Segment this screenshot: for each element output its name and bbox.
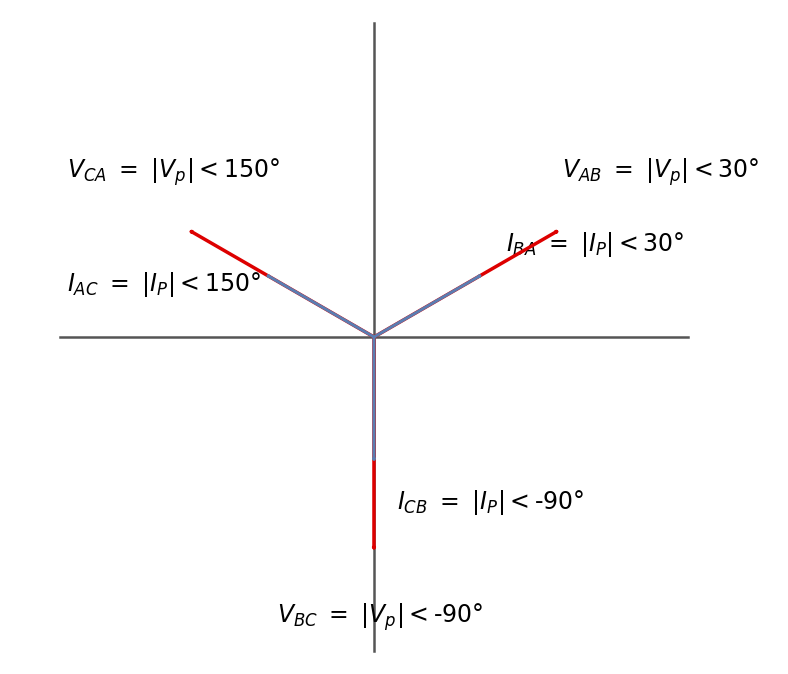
Text: $I_{BA}$ $=$ $|I_P|$$<$30$°$: $I_{BA}$ $=$ $|I_P|$$<$30$°$ [506, 230, 685, 259]
Text: $I_{AC}$ $=$ $|I_P|$$<$150$°$: $I_{AC}$ $=$ $|I_P|$$<$150$°$ [67, 270, 261, 299]
Text: $V_{BC}$ $=$ $|V_p|$$<$-90$°$: $V_{BC}$ $=$ $|V_p|$$<$-90$°$ [277, 602, 484, 634]
Text: $V_{AB}$ $=$ $|V_p|$$<$30$°$: $V_{AB}$ $=$ $|V_p|$$<$30$°$ [562, 156, 760, 188]
Text: $I_{CB}$ $=$ $|I_P|$$<$-90$°$: $I_{CB}$ $=$ $|I_P|$$<$-90$°$ [397, 487, 585, 516]
Text: $V_{CA}$ $=$ $|V_p|$$<$150$°$: $V_{CA}$ $=$ $|V_p|$$<$150$°$ [67, 156, 280, 188]
